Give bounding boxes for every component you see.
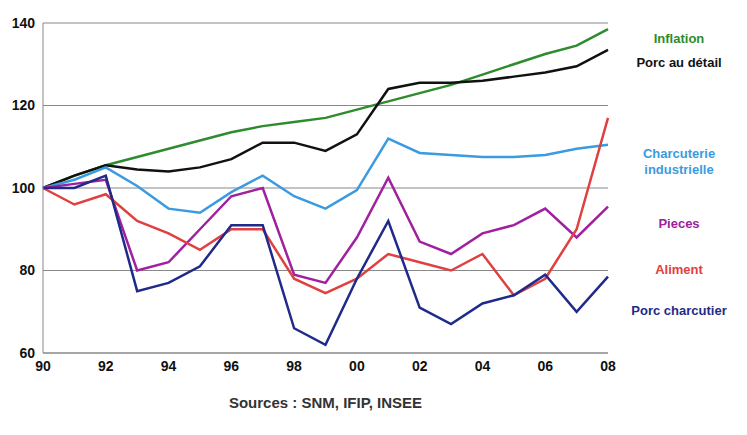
- html-text:Sources : SNM, IFIP, INSEE: Sources : SNM, IFIP, INSEE: [228, 394, 423, 411]
- svg-text:00: 00: [349, 358, 365, 374]
- svg-text:08: 08: [600, 358, 616, 374]
- html-text:Inflation: Inflation: [653, 30, 705, 46]
- html-text:Aliment: Aliment: [655, 261, 703, 277]
- html-text:Charcuterie industrielle: Charcuterie industrielle: [642, 146, 716, 177]
- svg-text:140: 140: [12, 15, 36, 31]
- html-text:Pieces: Pieces: [658, 216, 700, 232]
- svg-text:120: 120: [12, 97, 36, 113]
- svg-text:96: 96: [224, 358, 240, 374]
- html-text:Porc charcutier: Porc charcutier: [631, 302, 727, 318]
- svg-text:02: 02: [412, 358, 428, 374]
- svg-text:06: 06: [537, 358, 553, 374]
- svg-text:04: 04: [475, 358, 491, 374]
- svg-text:80: 80: [19, 262, 35, 278]
- svg-text:94: 94: [161, 358, 177, 374]
- svg-text:92: 92: [98, 358, 114, 374]
- svg-text:90: 90: [35, 358, 51, 374]
- svg-text:60: 60: [19, 345, 35, 361]
- svg-text:100: 100: [12, 180, 36, 196]
- html-text:Porc au détail: Porc au détail: [636, 55, 722, 71]
- svg-text:98: 98: [286, 358, 302, 374]
